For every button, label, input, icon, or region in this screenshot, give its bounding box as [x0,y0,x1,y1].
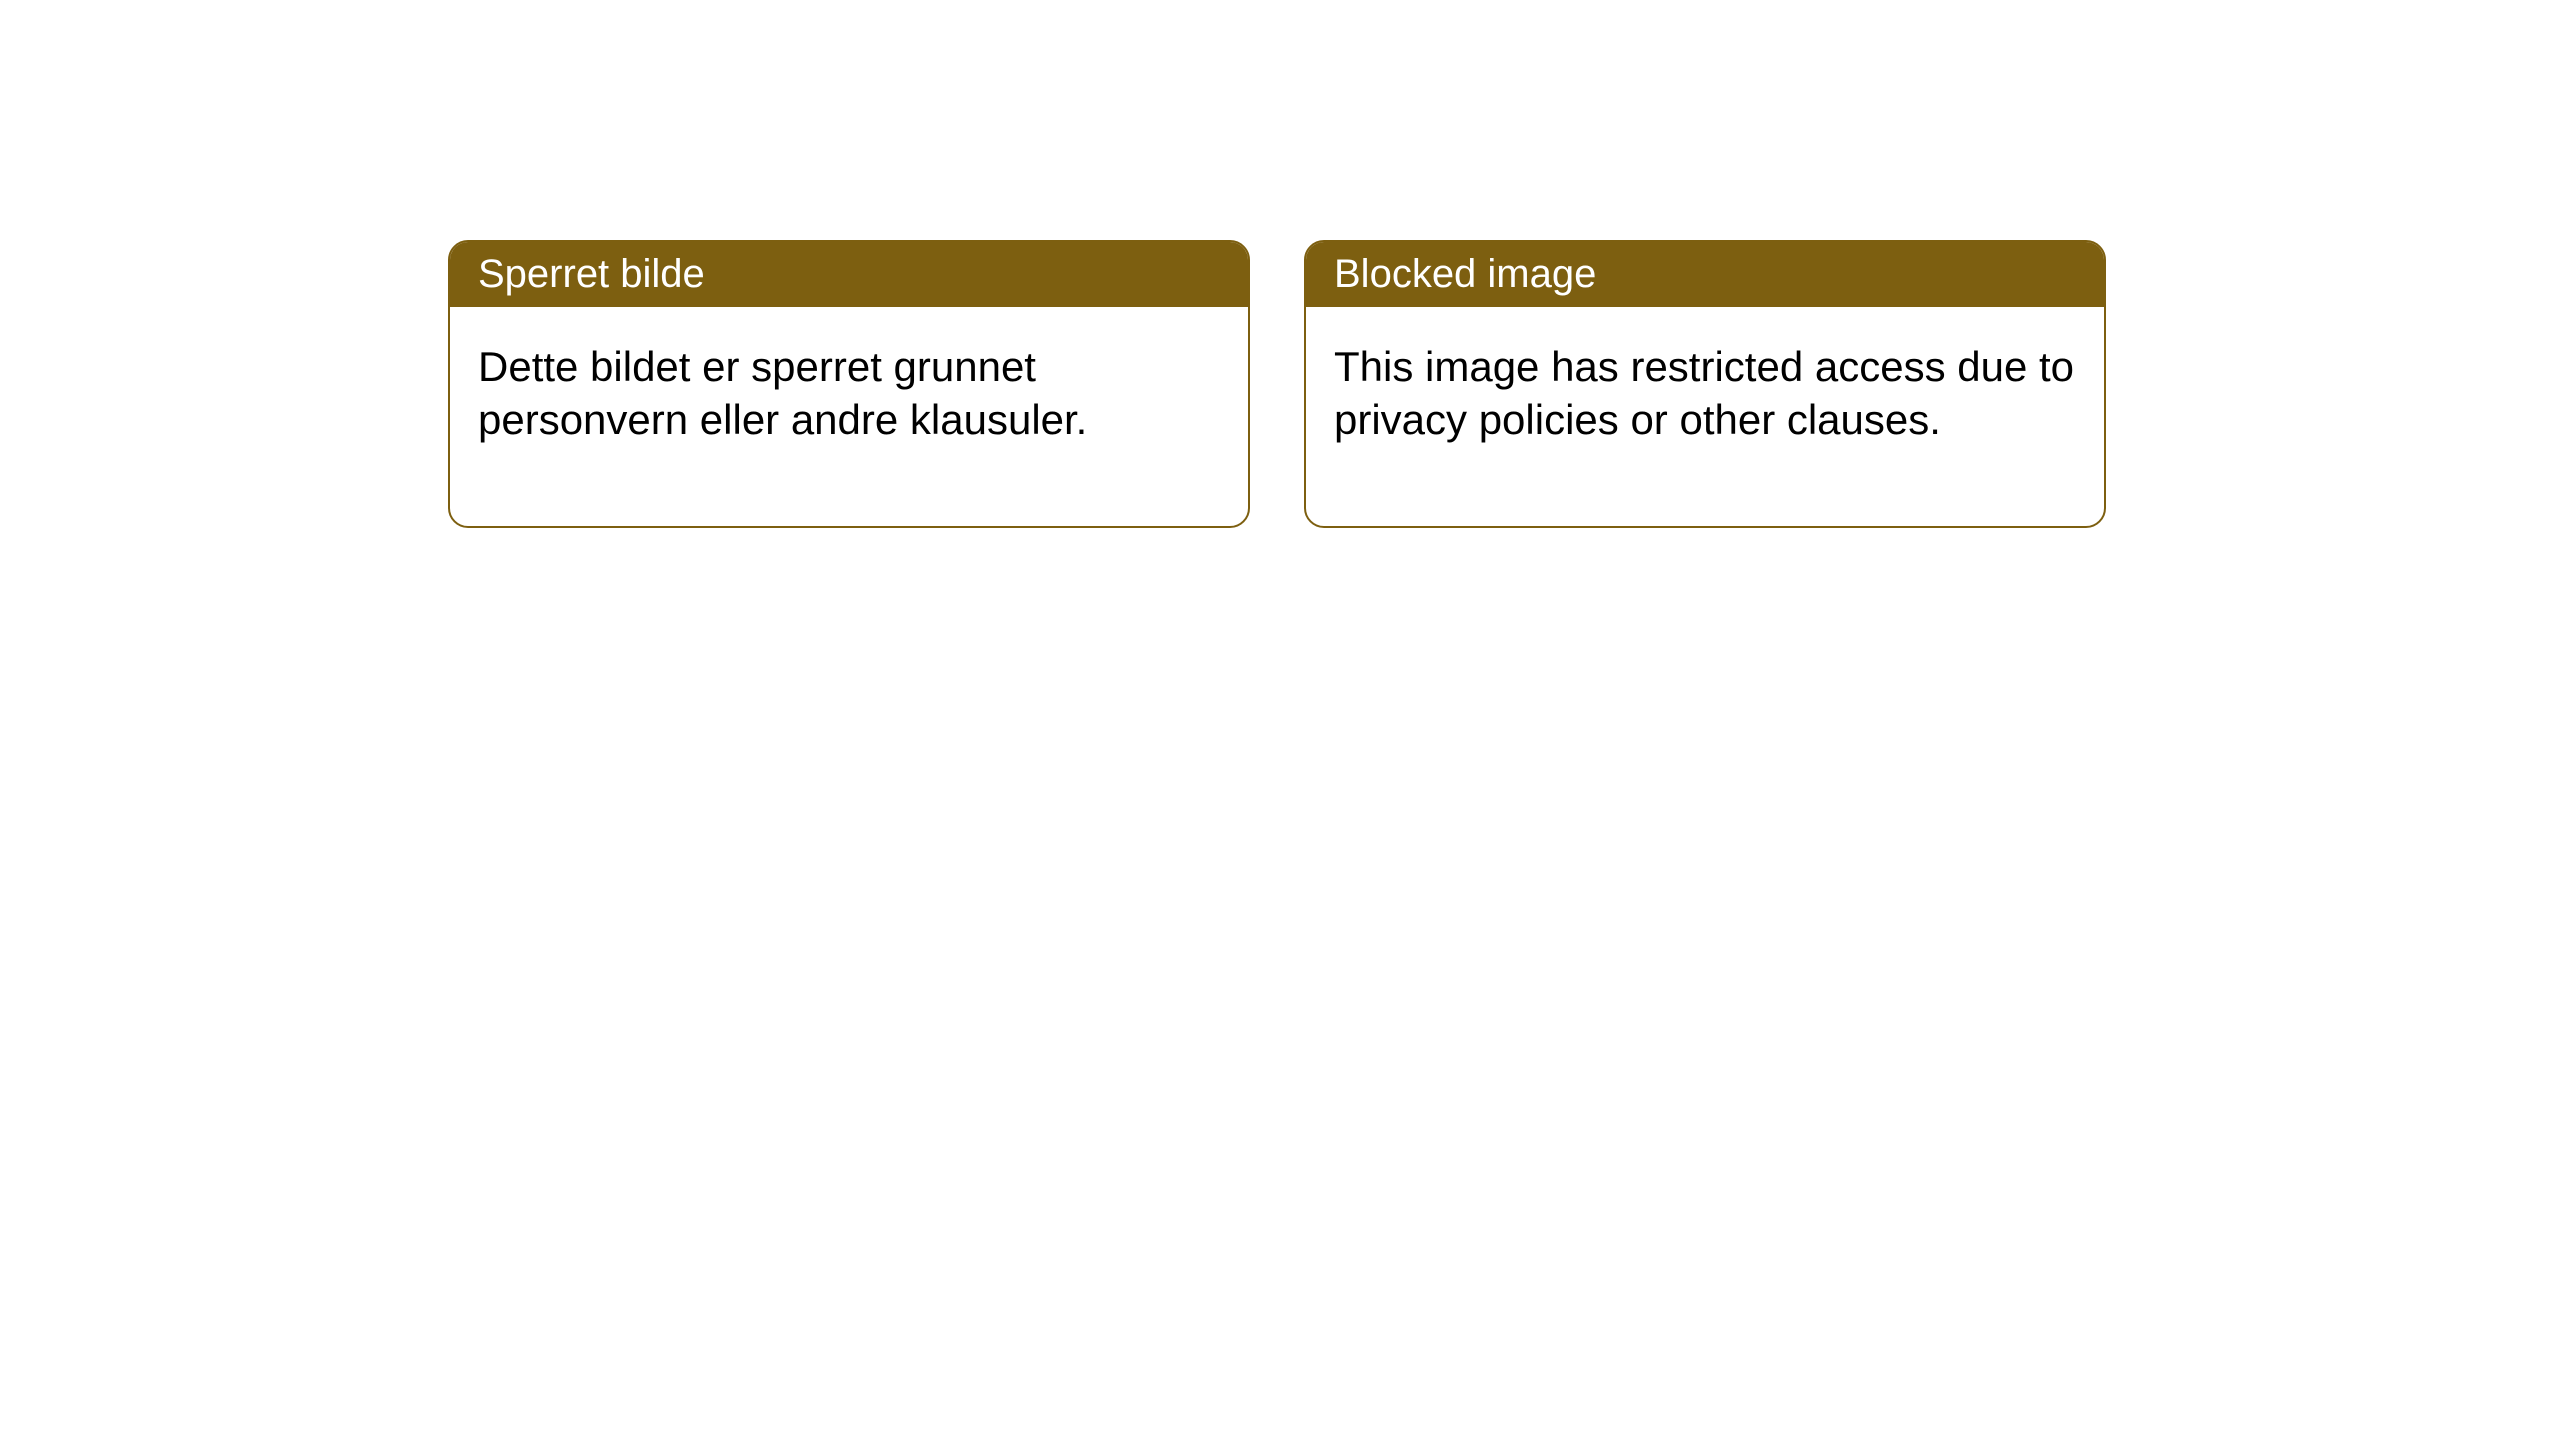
notice-card-norwegian: Sperret bilde Dette bildet er sperret gr… [448,240,1250,528]
notice-title: Sperret bilde [478,252,705,296]
notice-body-english: This image has restricted access due to … [1306,307,2104,526]
notice-card-english: Blocked image This image has restricted … [1304,240,2106,528]
notice-container: Sperret bilde Dette bildet er sperret gr… [448,240,2106,528]
notice-header-norwegian: Sperret bilde [450,242,1248,307]
notice-text: This image has restricted access due to … [1334,343,2074,443]
notice-title: Blocked image [1334,252,1596,296]
notice-text: Dette bildet er sperret grunnet personve… [478,343,1087,443]
notice-header-english: Blocked image [1306,242,2104,307]
notice-body-norwegian: Dette bildet er sperret grunnet personve… [450,307,1248,526]
